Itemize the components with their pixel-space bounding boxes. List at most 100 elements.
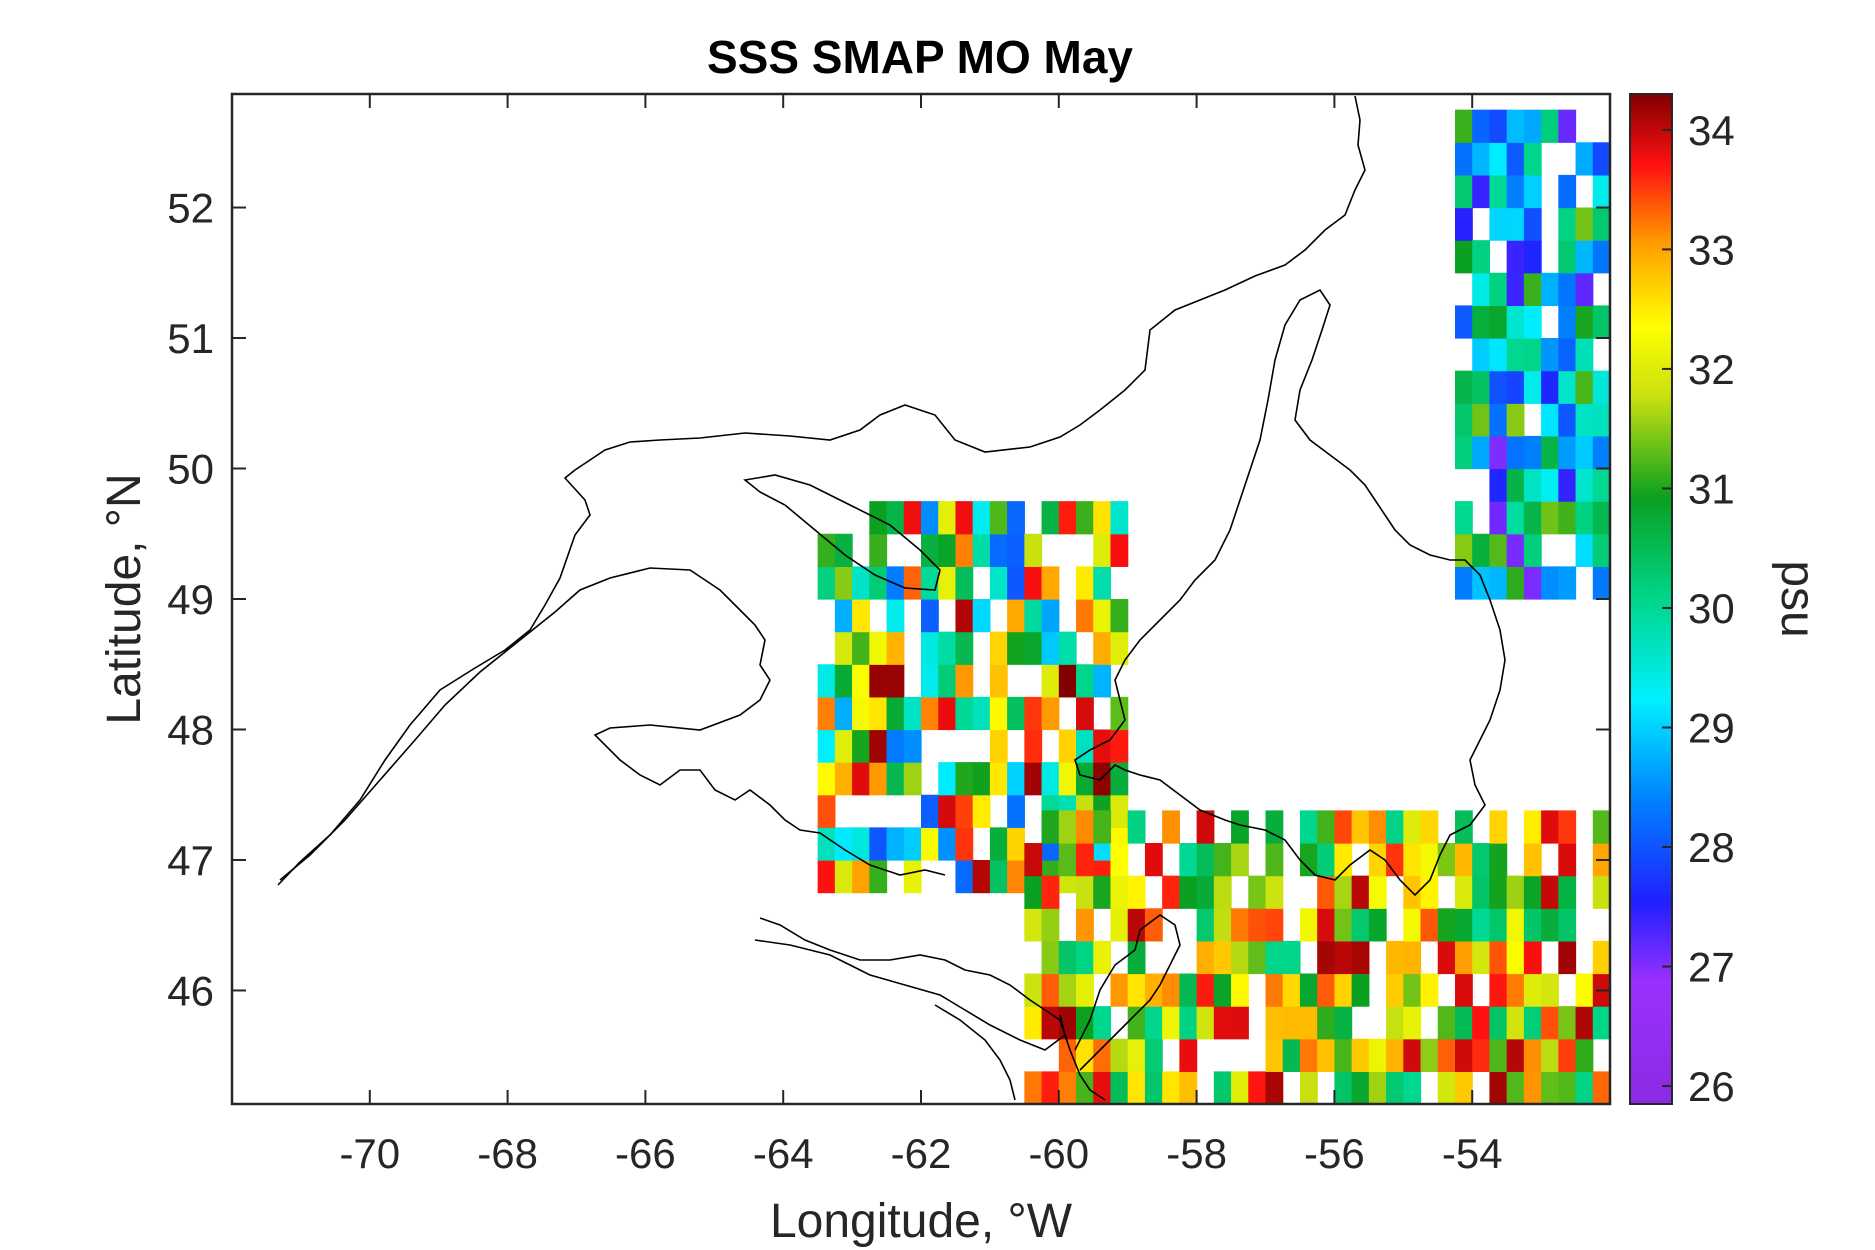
salinity-cell — [1420, 810, 1439, 844]
salinity-cell — [1334, 875, 1353, 909]
salinity-cell — [1403, 908, 1422, 942]
salinity-cell — [886, 827, 905, 861]
salinity-cell — [1299, 810, 1318, 844]
salinity-cell — [1299, 1038, 1318, 1072]
salinity-cell — [1541, 435, 1559, 470]
salinity-cell — [1472, 370, 1491, 404]
salinity-cell — [1144, 973, 1163, 1007]
salinity-cell — [938, 631, 957, 665]
salinity-cell — [1575, 142, 1594, 176]
salinity-cell — [989, 501, 1008, 535]
salinity-cell — [834, 762, 853, 796]
salinity-cell — [869, 566, 888, 600]
salinity-cell — [1041, 501, 1060, 535]
salinity-cell — [886, 729, 905, 763]
salinity-cell — [1506, 240, 1525, 274]
salinity-cell — [955, 599, 974, 633]
colorbar-tick-label: 34 — [1688, 107, 1735, 154]
salinity-cell — [989, 762, 1008, 796]
salinity-cell — [852, 631, 870, 665]
salinity-cell — [1523, 272, 1542, 306]
salinity-cell — [1472, 533, 1491, 567]
salinity-cell — [1024, 631, 1043, 665]
salinity-cell — [1454, 1038, 1473, 1072]
salinity-cell — [869, 533, 888, 567]
colorbar: 26 27 28 29 30 31 32 33 34 psu — [1629, 93, 1824, 1110]
salinity-cell — [1127, 810, 1146, 844]
salinity-cell — [1024, 843, 1043, 877]
salinity-cell — [1386, 1038, 1404, 1072]
salinity-cell — [1489, 207, 1508, 241]
salinity-cell — [1489, 109, 1508, 143]
salinity-cell — [1541, 810, 1559, 844]
salinity-cell — [1041, 940, 1060, 975]
salinity-cell — [1558, 1006, 1577, 1040]
salinity-cell — [1472, 109, 1491, 143]
salinity-cell — [1575, 305, 1594, 339]
salinity-cell — [1420, 908, 1439, 942]
salinity-cell — [886, 664, 905, 698]
chart-title: SSS SMAP MO May — [707, 31, 1133, 83]
colorbar-tick-label: 33 — [1688, 226, 1735, 273]
salinity-cell — [1317, 843, 1335, 877]
salinity-cell — [1506, 1006, 1525, 1040]
salinity-cell — [1454, 142, 1473, 176]
salinity-cell — [1110, 729, 1129, 763]
salinity-cell — [1523, 533, 1542, 567]
salinity-cell — [1024, 1006, 1043, 1040]
salinity-cell — [869, 827, 888, 861]
salinity-cell — [1523, 940, 1542, 975]
salinity-cell — [1403, 973, 1422, 1007]
salinity-cell — [1523, 843, 1542, 877]
salinity-cell — [886, 696, 905, 731]
salinity-cell — [1523, 207, 1542, 241]
salinity-cell — [1489, 403, 1508, 437]
salinity-cell — [1334, 1038, 1353, 1072]
salinity-cell — [1196, 973, 1215, 1007]
salinity-cell — [938, 533, 957, 567]
salinity-cell — [1231, 1071, 1249, 1104]
salinity-cell — [1541, 908, 1559, 942]
salinity-cell — [921, 827, 939, 861]
salinity-cell — [1351, 1071, 1370, 1104]
salinity-cell — [1575, 338, 1594, 372]
salinity-cell — [1403, 940, 1422, 975]
salinity-cell — [817, 664, 836, 698]
salinity-cell — [1454, 240, 1473, 274]
salinity-cell — [1472, 435, 1491, 470]
salinity-cell — [1454, 908, 1473, 942]
salinity-cell — [1454, 403, 1473, 437]
coastline — [277, 95, 1506, 1101]
salinity-cell — [1454, 174, 1473, 209]
salinity-cell — [921, 566, 939, 600]
salinity-cell — [852, 664, 870, 698]
salinity-cell — [1592, 533, 1610, 567]
y-axis-label: Latitude, °N — [98, 473, 151, 724]
salinity-cell — [1110, 631, 1129, 665]
salinity-cell — [1024, 875, 1043, 909]
salinity-cell — [1093, 940, 1112, 975]
salinity-cell — [1558, 370, 1577, 404]
salinity-cell — [921, 501, 939, 535]
salinity-cell — [1454, 940, 1473, 975]
salinity-cell — [955, 696, 974, 731]
salinity-cell — [869, 859, 888, 894]
salinity-cell — [817, 696, 836, 731]
salinity-cell — [817, 729, 836, 763]
salinity-cell — [1265, 1038, 1284, 1072]
salinity-cell — [972, 501, 991, 535]
salinity-cell — [1523, 370, 1542, 404]
salinity-cell — [1558, 109, 1577, 143]
salinity-cell — [1334, 810, 1353, 844]
salinity-cell — [1282, 940, 1301, 975]
salinity-cell — [1592, 240, 1610, 274]
salinity-cell — [1231, 908, 1249, 942]
salinity-cell — [1213, 1006, 1232, 1040]
salinity-cell — [1093, 631, 1112, 665]
salinity-cell — [1454, 533, 1473, 567]
salinity-cell — [1351, 875, 1370, 909]
salinity-cell — [955, 631, 974, 665]
colorbar-tick-label: 28 — [1688, 824, 1735, 871]
salinity-cell — [903, 729, 922, 763]
salinity-cell — [1351, 908, 1370, 942]
